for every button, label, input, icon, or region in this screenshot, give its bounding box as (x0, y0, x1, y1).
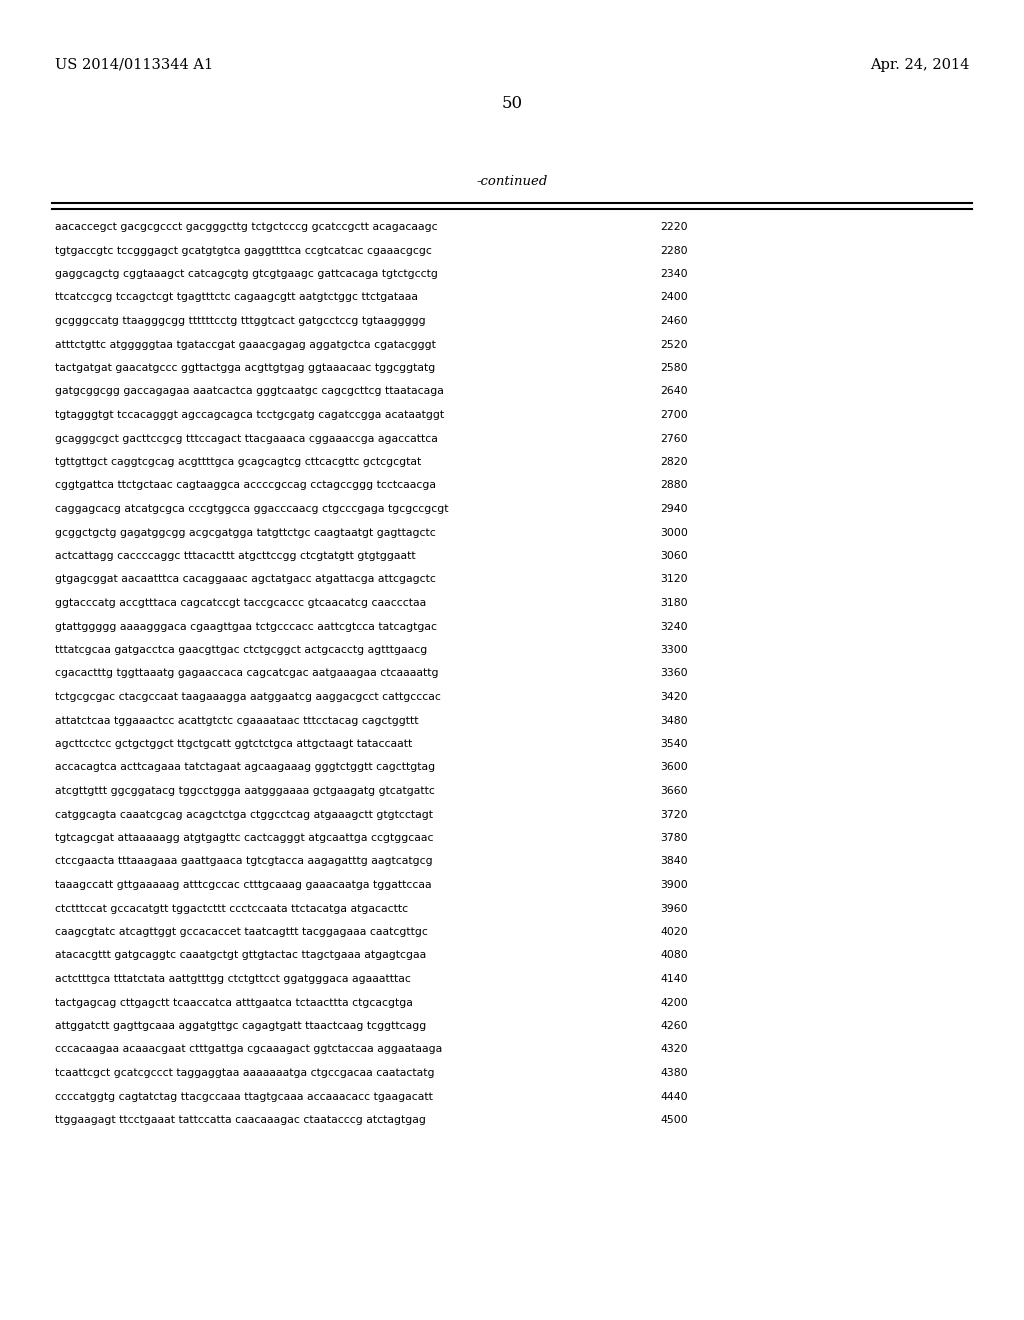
Text: attatctcaa tggaaactcc acattgtctc cgaaaataac tttcctacag cagctggttt: attatctcaa tggaaactcc acattgtctc cgaaaat… (55, 715, 419, 726)
Text: 4500: 4500 (660, 1115, 688, 1125)
Text: ccccatggtg cagtatctag ttacgccaaa ttagtgcaaa accaaacacc tgaagacatt: ccccatggtg cagtatctag ttacgccaaa ttagtgc… (55, 1092, 433, 1101)
Text: caggagcacg atcatgcgca cccgtggcca ggacccaacg ctgcccgaga tgcgccgcgt: caggagcacg atcatgcgca cccgtggcca ggaccca… (55, 504, 449, 513)
Text: tactgagcag cttgagctt tcaaccatca atttgaatca tctaacttta ctgcacgtga: tactgagcag cttgagctt tcaaccatca atttgaat… (55, 998, 413, 1007)
Text: tctgcgcgac ctacgccaat taagaaagga aatggaatcg aaggacgcct cattgcccac: tctgcgcgac ctacgccaat taagaaagga aatggaa… (55, 692, 441, 702)
Text: 3660: 3660 (660, 785, 688, 796)
Text: tttatcgcaa gatgacctca gaacgttgac ctctgcggct actgcacctg agtttgaacg: tttatcgcaa gatgacctca gaacgttgac ctctgcg… (55, 645, 427, 655)
Text: gatgcggcgg gaccagagaa aaatcactca gggtcaatgc cagcgcttcg ttaatacaga: gatgcggcgg gaccagagaa aaatcactca gggtcaa… (55, 387, 443, 396)
Text: 2400: 2400 (660, 293, 688, 302)
Text: 3840: 3840 (660, 857, 688, 866)
Text: taaagccatt gttgaaaaag atttcgccac ctttgcaaag gaaacaatga tggattccaa: taaagccatt gttgaaaaag atttcgccac ctttgca… (55, 880, 432, 890)
Text: cccacaagaa acaaacgaat ctttgattga cgcaaagact ggtctaccaa aggaataaga: cccacaagaa acaaacgaat ctttgattga cgcaaag… (55, 1044, 442, 1055)
Text: attggatctt gagttgcaaa aggatgttgc cagagtgatt ttaactcaag tcggttcagg: attggatctt gagttgcaaa aggatgttgc cagagtg… (55, 1020, 426, 1031)
Text: ttcatccgcg tccagctcgt tgagtttctc cagaagcgtt aatgtctggc ttctgataaa: ttcatccgcg tccagctcgt tgagtttctc cagaagc… (55, 293, 418, 302)
Text: tactgatgat gaacatgccc ggttactgga acgttgtgag ggtaaacaac tggcggtatg: tactgatgat gaacatgccc ggttactgga acgttgt… (55, 363, 435, 374)
Text: 4140: 4140 (660, 974, 688, 983)
Text: cgacactttg tggttaaatg gagaaccaca cagcatcgac aatgaaagaa ctcaaaattg: cgacactttg tggttaaatg gagaaccaca cagcatc… (55, 668, 438, 678)
Text: 3360: 3360 (660, 668, 688, 678)
Text: 2580: 2580 (660, 363, 688, 374)
Text: 3900: 3900 (660, 880, 688, 890)
Text: 2880: 2880 (660, 480, 688, 491)
Text: 3960: 3960 (660, 903, 688, 913)
Text: atacacgttt gatgcaggtc caaatgctgt gttgtactac ttagctgaaa atgagtcgaa: atacacgttt gatgcaggtc caaatgctgt gttgtac… (55, 950, 426, 961)
Text: 2760: 2760 (660, 433, 688, 444)
Text: tcaattcgct gcatcgccct taggaggtaa aaaaaaatga ctgccgacaa caatactatg: tcaattcgct gcatcgccct taggaggtaa aaaaaaa… (55, 1068, 434, 1078)
Text: 3300: 3300 (660, 645, 688, 655)
Text: tgtgaccgtc tccgggagct gcatgtgtca gaggttttca ccgtcatcac cgaaacgcgc: tgtgaccgtc tccgggagct gcatgtgtca gaggttt… (55, 246, 432, 256)
Text: accacagtca acttcagaaa tatctagaat agcaagaaag gggtctggtt cagcttgtag: accacagtca acttcagaaa tatctagaat agcaaga… (55, 763, 435, 772)
Text: tgtcagcgat attaaaaagg atgtgagttc cactcagggt atgcaattga ccgtggcaac: tgtcagcgat attaaaaagg atgtgagttc cactcag… (55, 833, 433, 843)
Text: US 2014/0113344 A1: US 2014/0113344 A1 (55, 58, 213, 73)
Text: agcttcctcc gctgctggct ttgctgcatt ggtctctgca attgctaagt tataccaatt: agcttcctcc gctgctggct ttgctgcatt ggtctct… (55, 739, 413, 748)
Text: 3420: 3420 (660, 692, 688, 702)
Text: 2520: 2520 (660, 339, 688, 350)
Text: 2340: 2340 (660, 269, 688, 279)
Text: Apr. 24, 2014: Apr. 24, 2014 (869, 58, 969, 73)
Text: ctccgaacta tttaaagaaa gaattgaaca tgtcgtacca aagagatttg aagtcatgcg: ctccgaacta tttaaagaaa gaattgaaca tgtcgta… (55, 857, 432, 866)
Text: 3060: 3060 (660, 550, 688, 561)
Text: atttctgttc atgggggtaa tgataccgat gaaacgagag aggatgctca cgatacgggt: atttctgttc atgggggtaa tgataccgat gaaacga… (55, 339, 436, 350)
Text: 3540: 3540 (660, 739, 688, 748)
Text: 50: 50 (502, 95, 522, 112)
Text: gtattggggg aaaagggaca cgaagttgaa tctgcccacc aattcgtcca tatcagtgac: gtattggggg aaaagggaca cgaagttgaa tctgccc… (55, 622, 437, 631)
Text: 3780: 3780 (660, 833, 688, 843)
Text: actcattagg caccccaggc tttacacttt atgcttccgg ctcgtatgtt gtgtggaatt: actcattagg caccccaggc tttacacttt atgcttc… (55, 550, 416, 561)
Text: 2280: 2280 (660, 246, 688, 256)
Text: 3600: 3600 (660, 763, 688, 772)
Text: 4320: 4320 (660, 1044, 688, 1055)
Text: tgttgttgct caggtcgcag acgttttgca gcagcagtcg cttcacgttc gctcgcgtat: tgttgttgct caggtcgcag acgttttgca gcagcag… (55, 457, 421, 467)
Text: 3480: 3480 (660, 715, 688, 726)
Text: ggtacccatg accgtttaca cagcatccgt taccgcaccc gtcaacatcg caaccctaa: ggtacccatg accgtttaca cagcatccgt taccgca… (55, 598, 426, 609)
Text: 2700: 2700 (660, 411, 688, 420)
Text: gtgagcggat aacaatttca cacaggaaac agctatgacc atgattacga attcgagctc: gtgagcggat aacaatttca cacaggaaac agctatg… (55, 574, 436, 585)
Text: aacaccegct gacgcgccct gacgggcttg tctgctcccg gcatccgctt acagacaagc: aacaccegct gacgcgccct gacgggcttg tctgctc… (55, 222, 437, 232)
Text: 4440: 4440 (660, 1092, 688, 1101)
Text: 3000: 3000 (660, 528, 688, 537)
Text: catggcagta caaatcgcag acagctctga ctggcctcag atgaaagctt gtgtcctagt: catggcagta caaatcgcag acagctctga ctggcct… (55, 809, 433, 820)
Text: ttggaagagt ttcctgaaat tattccatta caacaaagac ctaatacccg atctagtgag: ttggaagagt ttcctgaaat tattccatta caacaaa… (55, 1115, 426, 1125)
Text: 2940: 2940 (660, 504, 688, 513)
Text: 4200: 4200 (660, 998, 688, 1007)
Text: caagcgtatc atcagttggt gccacaccet taatcagttt tacggagaaa caatcgttgc: caagcgtatc atcagttggt gccacaccet taatcag… (55, 927, 428, 937)
Text: cggtgattca ttctgctaac cagtaaggca accccgccag cctagccggg tcctcaacga: cggtgattca ttctgctaac cagtaaggca accccgc… (55, 480, 436, 491)
Text: gcagggcgct gacttccgcg tttccagact ttacgaaaca cggaaaccga agaccattca: gcagggcgct gacttccgcg tttccagact ttacgaa… (55, 433, 438, 444)
Text: 4260: 4260 (660, 1020, 688, 1031)
Text: gaggcagctg cggtaaagct catcagcgtg gtcgtgaagc gattcacaga tgtctgcctg: gaggcagctg cggtaaagct catcagcgtg gtcgtga… (55, 269, 438, 279)
Text: 4020: 4020 (660, 927, 688, 937)
Text: 3120: 3120 (660, 574, 688, 585)
Text: atcgttgttt ggcggatacg tggcctggga aatgggaaaa gctgaagatg gtcatgattc: atcgttgttt ggcggatacg tggcctggga aatggga… (55, 785, 435, 796)
Text: 2820: 2820 (660, 457, 688, 467)
Text: tgtagggtgt tccacagggt agccagcagca tcctgcgatg cagatccgga acataatggt: tgtagggtgt tccacagggt agccagcagca tcctgc… (55, 411, 444, 420)
Text: -continued: -continued (476, 176, 548, 187)
Text: actctttgca tttatctata aattgtttgg ctctgttcct ggatgggaca agaaatttac: actctttgca tttatctata aattgtttgg ctctgtt… (55, 974, 411, 983)
Text: 3180: 3180 (660, 598, 688, 609)
Text: 2460: 2460 (660, 315, 688, 326)
Text: 2640: 2640 (660, 387, 688, 396)
Text: 3720: 3720 (660, 809, 688, 820)
Text: gcggctgctg gagatggcgg acgcgatgga tatgttctgc caagtaatgt gagttagctc: gcggctgctg gagatggcgg acgcgatgga tatgttc… (55, 528, 436, 537)
Text: 3240: 3240 (660, 622, 688, 631)
Text: ctctttccat gccacatgtt tggactcttt ccctccaata ttctacatga atgacacttc: ctctttccat gccacatgtt tggactcttt ccctcca… (55, 903, 409, 913)
Text: 4380: 4380 (660, 1068, 688, 1078)
Text: gcgggccatg ttaagggcgg ttttttcctg tttggtcact gatgcctccg tgtaaggggg: gcgggccatg ttaagggcgg ttttttcctg tttggtc… (55, 315, 426, 326)
Text: 2220: 2220 (660, 222, 688, 232)
Text: 4080: 4080 (660, 950, 688, 961)
